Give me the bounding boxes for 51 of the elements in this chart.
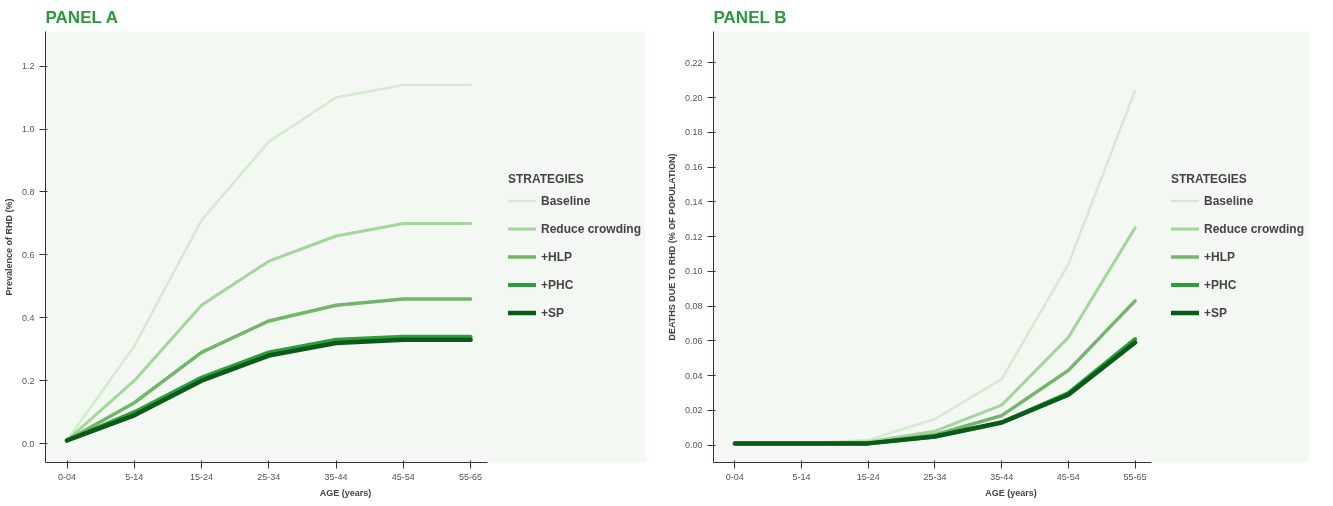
x-tick-label: 55-65 — [459, 471, 483, 482]
y-axis-title: Prevalence of RHD (%) — [3, 198, 14, 296]
legend-label: +PHC — [540, 277, 574, 291]
y-tick-label: 0.04 — [684, 370, 703, 381]
y-tick-label: 0.2 — [21, 375, 35, 386]
x-tick-label: 5-14 — [792, 471, 811, 482]
legend-label: +PHC — [1203, 277, 1237, 291]
legend-title: STRATEGIES — [507, 171, 585, 185]
x-tick-label: 55-65 — [1123, 471, 1147, 482]
y-tick-label: 1.2 — [21, 61, 35, 72]
chart-title: PANEL A — [45, 7, 118, 27]
chart-title: PANEL B — [713, 7, 787, 27]
y-tick-label: 0.00 — [684, 440, 703, 451]
x-tick-label: 25-34 — [923, 471, 947, 482]
x-tick-label: 45-54 — [1056, 471, 1080, 482]
x-tick-label: 5-14 — [125, 471, 144, 482]
legend-label: +HLP — [1203, 249, 1235, 263]
x-tick-label: 15-24 — [190, 471, 214, 482]
x-tick-label: 0-04 — [725, 471, 744, 482]
y-tick-label: 0.22 — [684, 57, 703, 68]
y-tick-label: 0.14 — [684, 196, 703, 207]
legend-label: Reduce crowding — [540, 221, 641, 235]
y-tick-label: 0.16 — [684, 162, 703, 173]
legend-label: Reduce crowding — [1203, 221, 1304, 235]
legend-label: +SP — [540, 305, 564, 319]
x-axis-title: AGE (years) — [319, 487, 372, 498]
y-tick-label: 0.10 — [684, 266, 703, 277]
legend-label: +HLP — [540, 249, 572, 263]
y-tick-label: 0.20 — [684, 92, 703, 103]
y-tick-label: 1.0 — [21, 124, 35, 135]
x-tick-label: 25-34 — [257, 471, 281, 482]
x-tick-label: 45-54 — [391, 471, 415, 482]
x-tick-label: 0-04 — [58, 471, 77, 482]
y-tick-label: 0.0 — [21, 438, 35, 449]
y-tick-label: 0.6 — [21, 249, 35, 260]
y-axis-title: DEATHS DUE TO RHD (% OF POPULATION) — [666, 153, 677, 341]
legend-label: +SP — [1203, 305, 1227, 319]
y-tick-label: 0.4 — [21, 312, 35, 323]
y-tick-label: 0.02 — [684, 405, 703, 416]
legend-title: STRATEGIES — [1170, 171, 1248, 185]
x-axis-title: AGE (years) — [985, 487, 1037, 498]
y-tick-label: 0.18 — [684, 127, 703, 138]
y-tick-label: 0.8 — [21, 186, 35, 197]
y-tick-label: 0.06 — [684, 335, 703, 346]
y-tick-label: 0.12 — [684, 231, 703, 242]
y-tick-label: 0.08 — [684, 301, 703, 312]
x-tick-label: 15-24 — [856, 471, 880, 482]
x-tick-label: 35-44 — [990, 471, 1014, 482]
legend-label: Baseline — [1203, 193, 1254, 207]
x-tick-label: 35-44 — [324, 471, 348, 482]
legend-label: Baseline — [540, 193, 591, 207]
